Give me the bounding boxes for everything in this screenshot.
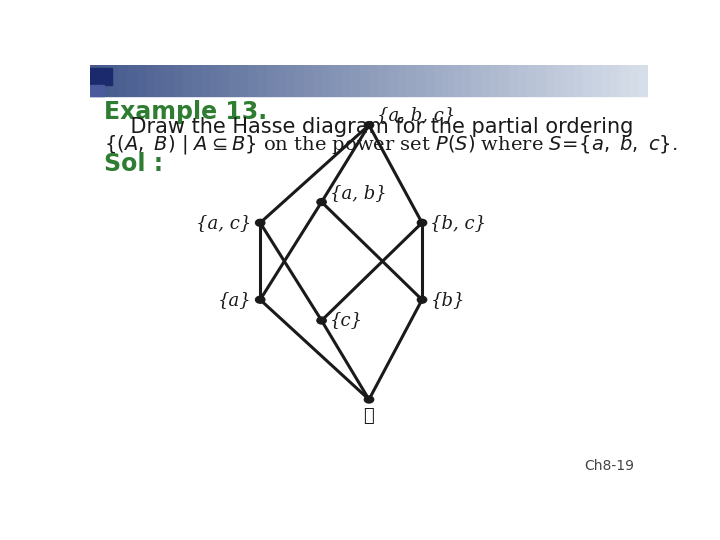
Bar bbox=[536, 65, 546, 96]
Bar bbox=[285, 65, 294, 96]
Bar bbox=[90, 68, 112, 85]
Bar bbox=[211, 65, 220, 96]
Text: ∅: ∅ bbox=[364, 407, 374, 425]
Bar bbox=[248, 65, 258, 96]
Bar bbox=[239, 65, 248, 96]
Text: Example 13.: Example 13. bbox=[104, 100, 267, 124]
Circle shape bbox=[364, 396, 374, 403]
Circle shape bbox=[256, 219, 265, 226]
Text: {a}: {a} bbox=[218, 291, 252, 309]
Circle shape bbox=[418, 296, 427, 303]
Bar bbox=[629, 65, 639, 96]
Bar bbox=[620, 65, 629, 96]
Text: Draw the Hasse diagram for the partial ordering: Draw the Hasse diagram for the partial o… bbox=[104, 117, 634, 137]
Bar bbox=[518, 65, 527, 96]
Bar bbox=[220, 65, 230, 96]
Bar bbox=[574, 65, 583, 96]
Bar bbox=[341, 65, 351, 96]
Bar bbox=[90, 65, 99, 96]
Bar bbox=[611, 65, 620, 96]
Text: {a, b}: {a, b} bbox=[330, 184, 387, 202]
Bar bbox=[369, 65, 378, 96]
Bar bbox=[294, 65, 304, 96]
Bar bbox=[155, 65, 164, 96]
Bar bbox=[508, 65, 518, 96]
Text: $\{(A,\ B)\ |\ A \subseteq B\}$ on the power set $P(S)$ where $S\!=\!\{a,\ b,\ c: $\{(A,\ B)\ |\ A \subseteq B\}$ on the p… bbox=[104, 133, 678, 157]
Bar bbox=[527, 65, 536, 96]
Bar bbox=[378, 65, 387, 96]
Bar bbox=[332, 65, 341, 96]
Bar bbox=[593, 65, 601, 96]
Bar bbox=[406, 65, 415, 96]
Bar bbox=[564, 65, 574, 96]
Bar bbox=[490, 65, 499, 96]
Bar bbox=[183, 65, 192, 96]
Circle shape bbox=[317, 317, 326, 324]
Bar bbox=[258, 65, 266, 96]
Bar bbox=[499, 65, 508, 96]
Text: {a, b, c}: {a, b, c} bbox=[377, 106, 456, 124]
Bar bbox=[639, 65, 648, 96]
Bar bbox=[202, 65, 211, 96]
Bar bbox=[118, 65, 127, 96]
Bar bbox=[90, 85, 104, 96]
Circle shape bbox=[364, 122, 374, 129]
Bar bbox=[481, 65, 490, 96]
Bar bbox=[351, 65, 360, 96]
Bar bbox=[462, 65, 472, 96]
Text: Ch8-19: Ch8-19 bbox=[584, 459, 634, 473]
Bar bbox=[434, 65, 444, 96]
Bar bbox=[164, 65, 174, 96]
Bar bbox=[397, 65, 406, 96]
Bar bbox=[555, 65, 564, 96]
Bar bbox=[360, 65, 369, 96]
Text: {c}: {c} bbox=[330, 312, 363, 329]
Text: {b, c}: {b, c} bbox=[431, 214, 487, 232]
Bar bbox=[99, 65, 109, 96]
Bar bbox=[601, 65, 611, 96]
Bar bbox=[546, 65, 555, 96]
Bar bbox=[230, 65, 239, 96]
Bar bbox=[304, 65, 313, 96]
Circle shape bbox=[418, 219, 427, 226]
Bar bbox=[387, 65, 397, 96]
Bar bbox=[425, 65, 434, 96]
Bar bbox=[266, 65, 276, 96]
Text: Sol :: Sol : bbox=[104, 152, 163, 176]
Bar bbox=[415, 65, 425, 96]
Bar bbox=[127, 65, 137, 96]
Bar bbox=[453, 65, 462, 96]
Bar bbox=[109, 65, 118, 96]
Bar bbox=[137, 65, 145, 96]
Text: {b}: {b} bbox=[431, 291, 465, 309]
Bar bbox=[472, 65, 481, 96]
Text: {a, c}: {a, c} bbox=[197, 214, 252, 232]
Bar bbox=[276, 65, 285, 96]
Bar bbox=[444, 65, 453, 96]
Bar bbox=[583, 65, 593, 96]
Bar bbox=[145, 65, 155, 96]
Bar bbox=[323, 65, 332, 96]
Circle shape bbox=[256, 296, 265, 303]
Circle shape bbox=[317, 199, 326, 206]
Bar bbox=[192, 65, 202, 96]
Bar bbox=[174, 65, 183, 96]
Bar bbox=[313, 65, 323, 96]
